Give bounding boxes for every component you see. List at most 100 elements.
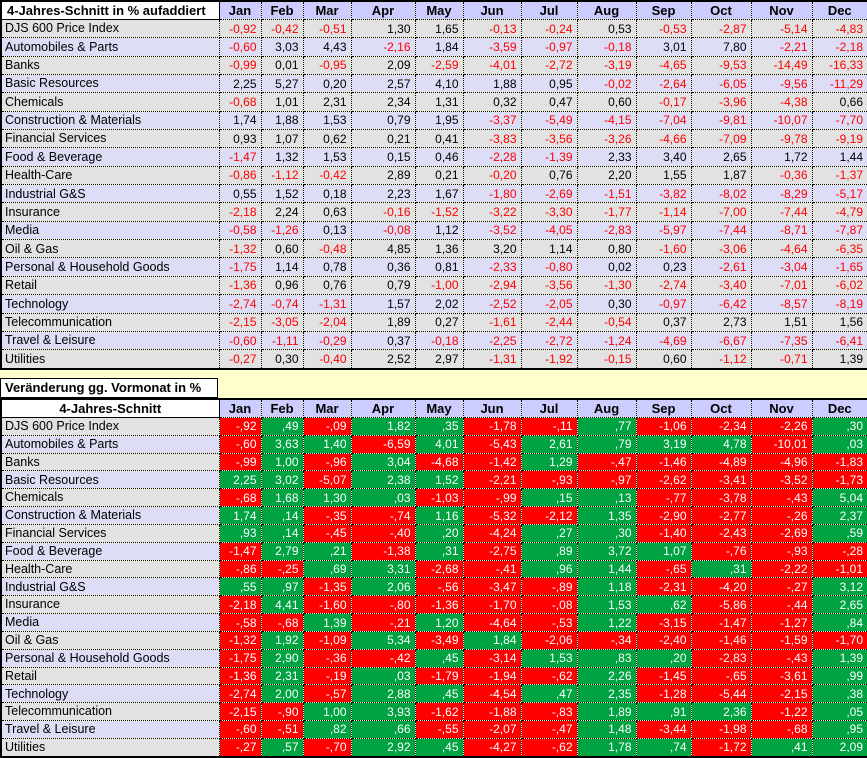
value-cell[interactable]: 0,81 xyxy=(414,257,464,277)
row-label[interactable]: Health-Care xyxy=(0,559,220,579)
value-cell[interactable]: -,74 xyxy=(350,506,416,525)
value-cell[interactable]: -9,19 xyxy=(811,129,867,149)
row-label[interactable]: Construction & Materials xyxy=(0,110,220,131)
value-cell[interactable]: -1,36 xyxy=(218,666,262,686)
value-cell[interactable]: 1,95 xyxy=(414,110,464,131)
value-cell[interactable]: 2,25 xyxy=(218,74,262,94)
value-cell[interactable]: -0,18 xyxy=(576,37,637,57)
row-label[interactable]: DJS 600 Price Index xyxy=(0,18,220,39)
value-cell[interactable]: -2,75 xyxy=(462,541,522,561)
value-cell[interactable]: -1,51 xyxy=(576,184,637,204)
value-cell[interactable]: 1,44 xyxy=(811,147,867,167)
value-cell[interactable]: 3,02 xyxy=(260,470,304,490)
value-cell[interactable]: 1,53 xyxy=(302,147,352,167)
value-cell[interactable]: -,77 xyxy=(635,488,692,508)
value-cell[interactable]: 1,53 xyxy=(302,110,352,131)
value-cell[interactable]: -7,87 xyxy=(811,220,867,241)
value-cell[interactable]: 1,07 xyxy=(260,129,304,149)
value-cell[interactable]: -0,27 xyxy=(218,349,262,370)
value-cell[interactable]: -1,61 xyxy=(462,312,522,332)
value-cell[interactable]: 1,53 xyxy=(576,595,637,615)
row-label[interactable]: Food & Beverage xyxy=(0,541,220,561)
value-cell[interactable]: -0,92 xyxy=(218,18,262,39)
value-cell[interactable]: -3,37 xyxy=(462,110,522,131)
value-cell[interactable]: -,34 xyxy=(576,630,637,650)
value-cell[interactable]: -1,01 xyxy=(811,559,867,579)
value-cell[interactable]: -0,60 xyxy=(218,330,262,351)
value-cell[interactable]: -0,24 xyxy=(520,18,578,39)
value-cell[interactable]: -2,90 xyxy=(635,506,692,525)
row-label[interactable]: Oil & Gas xyxy=(0,630,220,650)
value-cell[interactable]: ,77 xyxy=(576,417,637,436)
value-cell[interactable]: -0,29 xyxy=(302,330,352,351)
month-header-sep[interactable]: Sep xyxy=(635,398,692,418)
row-label[interactable]: Media xyxy=(0,220,220,241)
value-cell[interactable]: -0,13 xyxy=(462,18,522,39)
value-cell[interactable]: 2,88 xyxy=(350,684,416,704)
value-cell[interactable]: ,91 xyxy=(635,702,692,722)
row-label[interactable]: Financial Services xyxy=(0,129,220,149)
value-cell[interactable]: ,20 xyxy=(635,648,692,668)
value-cell[interactable]: -0,51 xyxy=(302,18,352,39)
value-cell[interactable]: 0,63 xyxy=(302,202,352,222)
value-cell[interactable]: -1,59 xyxy=(750,630,813,650)
value-cell[interactable]: -6,42 xyxy=(690,294,752,314)
value-cell[interactable]: -3,44 xyxy=(635,720,692,739)
value-cell[interactable]: -0,80 xyxy=(520,257,578,277)
month-header-apr[interactable]: Apr xyxy=(350,398,416,418)
value-cell[interactable]: ,49 xyxy=(260,417,304,436)
value-cell[interactable]: 3,01 xyxy=(635,37,692,57)
value-cell[interactable]: -2,34 xyxy=(690,417,752,436)
value-cell[interactable]: -2,68 xyxy=(414,559,464,579)
value-cell[interactable]: -4,96 xyxy=(750,452,813,472)
value-cell[interactable]: -0,02 xyxy=(576,74,637,94)
value-cell[interactable]: -,60 xyxy=(218,434,262,454)
value-cell[interactable]: 3,20 xyxy=(462,239,522,259)
value-cell[interactable]: 1,14 xyxy=(260,257,304,277)
month-header-jul[interactable]: Jul xyxy=(520,398,578,418)
value-cell[interactable]: ,66 xyxy=(350,720,416,739)
value-cell[interactable]: -1,40 xyxy=(635,523,692,543)
value-cell[interactable]: -1,80 xyxy=(462,184,522,204)
month-header-aug[interactable]: Aug xyxy=(576,398,637,418)
value-cell[interactable]: -10,07 xyxy=(750,110,813,131)
value-cell[interactable]: -1,70 xyxy=(811,630,867,650)
value-cell[interactable]: -1,77 xyxy=(576,202,637,222)
month-header-jan[interactable]: Jan xyxy=(218,398,262,418)
value-cell[interactable]: -0,58 xyxy=(218,220,262,241)
value-cell[interactable]: 0,13 xyxy=(302,220,352,241)
value-cell[interactable]: -8,57 xyxy=(750,294,813,314)
value-cell[interactable]: -,68 xyxy=(218,488,262,508)
value-cell[interactable]: -,27 xyxy=(750,577,813,597)
value-cell[interactable]: -1,12 xyxy=(690,349,752,370)
value-cell[interactable]: -2,05 xyxy=(520,294,578,314)
value-cell[interactable]: -3,56 xyxy=(520,275,578,296)
month-header-jun[interactable]: Jun xyxy=(462,398,522,418)
row-label[interactable]: Banks xyxy=(0,55,220,76)
month-header-feb[interactable]: Feb xyxy=(260,0,304,20)
value-cell[interactable]: ,31 xyxy=(414,541,464,561)
value-cell[interactable]: 2,61 xyxy=(520,434,578,454)
month-header-oct[interactable]: Oct xyxy=(690,398,752,418)
value-cell[interactable]: -4,65 xyxy=(635,55,692,76)
value-cell[interactable]: -,92 xyxy=(218,417,262,436)
value-cell[interactable]: -,11 xyxy=(520,417,578,436)
value-cell[interactable]: -,25 xyxy=(260,559,304,579)
value-cell[interactable]: 2,33 xyxy=(576,147,637,167)
value-cell[interactable]: -2,16 xyxy=(350,37,416,57)
value-cell[interactable]: -4,64 xyxy=(750,239,813,259)
value-cell[interactable]: ,47 xyxy=(520,684,578,704)
row-label[interactable]: Chemicals xyxy=(0,488,220,508)
value-cell[interactable]: -,41 xyxy=(462,559,522,579)
value-cell[interactable]: -,62 xyxy=(520,666,578,686)
value-cell[interactable]: 2,57 xyxy=(350,74,416,94)
value-cell[interactable]: -2,74 xyxy=(218,294,262,314)
value-cell[interactable]: 2,00 xyxy=(260,684,304,704)
month-header-mar[interactable]: Mar xyxy=(302,398,352,418)
value-cell[interactable]: -1,28 xyxy=(635,684,692,704)
value-cell[interactable]: -6,35 xyxy=(811,239,867,259)
value-cell[interactable]: -0,97 xyxy=(520,37,578,57)
month-header-oct[interactable]: Oct xyxy=(690,0,752,20)
value-cell[interactable]: -7,01 xyxy=(750,275,813,296)
value-cell[interactable]: ,69 xyxy=(302,559,352,579)
